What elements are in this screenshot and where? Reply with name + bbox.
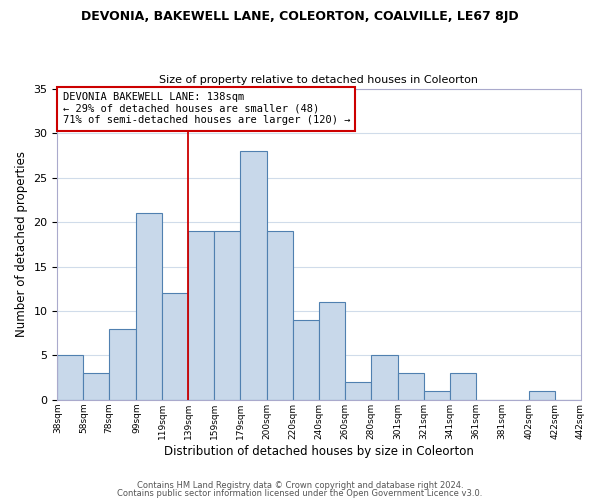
Bar <box>398 373 424 400</box>
Bar <box>136 214 162 400</box>
Bar <box>240 151 267 400</box>
Y-axis label: Number of detached properties: Number of detached properties <box>15 152 28 338</box>
Bar <box>529 391 554 400</box>
Bar <box>450 373 476 400</box>
X-axis label: Distribution of detached houses by size in Coleorton: Distribution of detached houses by size … <box>164 444 474 458</box>
Bar <box>188 231 214 400</box>
Bar <box>83 373 109 400</box>
Bar <box>267 231 293 400</box>
Bar <box>293 320 319 400</box>
Text: Contains public sector information licensed under the Open Government Licence v3: Contains public sector information licen… <box>118 488 482 498</box>
Bar <box>214 231 240 400</box>
Text: Contains HM Land Registry data © Crown copyright and database right 2024.: Contains HM Land Registry data © Crown c… <box>137 481 463 490</box>
Bar <box>319 302 345 400</box>
Bar <box>58 356 83 400</box>
Bar <box>424 391 450 400</box>
Text: DEVONIA, BAKEWELL LANE, COLEORTON, COALVILLE, LE67 8JD: DEVONIA, BAKEWELL LANE, COLEORTON, COALV… <box>81 10 519 23</box>
Bar <box>109 329 136 400</box>
Bar <box>371 356 398 400</box>
Text: DEVONIA BAKEWELL LANE: 138sqm
← 29% of detached houses are smaller (48)
71% of s: DEVONIA BAKEWELL LANE: 138sqm ← 29% of d… <box>62 92 350 126</box>
Title: Size of property relative to detached houses in Coleorton: Size of property relative to detached ho… <box>160 76 478 86</box>
Bar <box>345 382 371 400</box>
Bar <box>162 294 188 400</box>
